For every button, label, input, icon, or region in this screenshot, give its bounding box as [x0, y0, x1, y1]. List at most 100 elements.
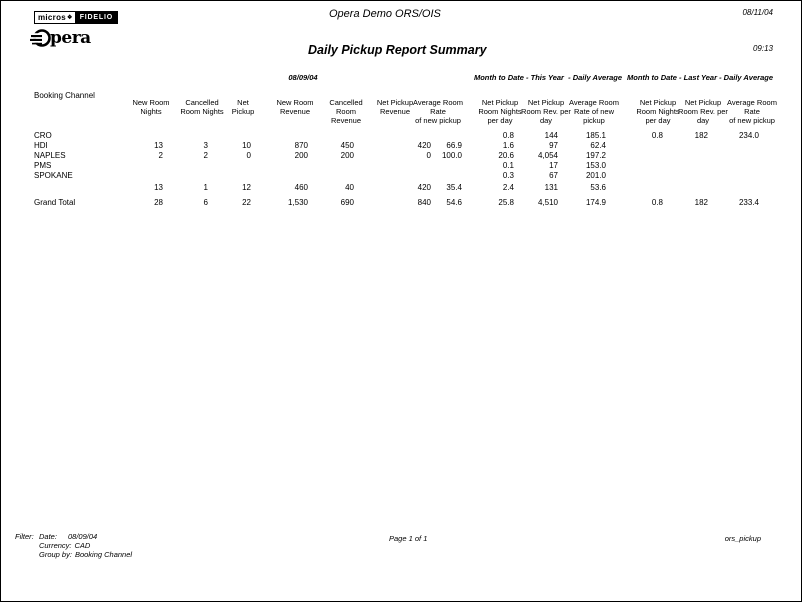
table-cell: 1,530 — [287, 198, 308, 207]
table-cell: 420 — [417, 183, 431, 192]
table-cell: 4,054 — [537, 151, 558, 160]
table-cell: 197.2 — [585, 151, 606, 160]
filter-date-label: Date: — [39, 532, 57, 541]
column-header: Net Pickup Room Rev. per day — [678, 98, 728, 125]
table-cell: 4,510 — [537, 198, 558, 207]
opera-o-icon — [30, 29, 51, 47]
column-header: New Room Revenue — [276, 98, 314, 116]
table-cell: 62.4 — [590, 141, 606, 150]
column-header: Cancelled Room Nights — [180, 98, 224, 116]
table-cell: 12 — [242, 183, 251, 192]
table-cell: 840 — [417, 198, 431, 207]
table-cell: 97 — [549, 141, 558, 150]
table-cell: 0.8 — [651, 198, 663, 207]
table-cell: 153.0 — [585, 161, 606, 170]
row-label: Grand Total — [34, 198, 76, 207]
table-cell: 2.4 — [502, 183, 514, 192]
row-label: CRO — [34, 131, 52, 140]
print-time: 09:13 — [752, 44, 773, 53]
column-header: Average Room Rate of new pickup — [569, 98, 619, 125]
table-cell: 2 — [158, 151, 163, 160]
filter-groupby-line: Group by: Booking Channel — [39, 550, 132, 559]
filter-groupby-value: Booking Channel — [74, 550, 133, 559]
table-cell: 6 — [203, 198, 208, 207]
table-cell: 0 — [426, 151, 431, 160]
row-label: HDI — [34, 141, 48, 150]
fidelio-logo-text: FIDELIO — [75, 11, 118, 24]
table-cell: 40 — [345, 183, 354, 192]
section-title: Month to Date - This Year - Daily Averag… — [473, 73, 623, 82]
diamond-icon: ❖ — [67, 15, 73, 21]
table-cell: 17 — [549, 161, 558, 170]
table-cell: 22 — [242, 198, 251, 207]
group-by-label: Booking Channel — [34, 91, 95, 100]
table-cell: 870 — [294, 141, 308, 150]
column-header: Net Pickup Revenue — [376, 98, 414, 116]
table-cell: 13 — [154, 141, 163, 150]
column-header: Average Room Rate of new pickup — [727, 98, 777, 125]
filter-date-line: Date: 08/09/04 — [39, 532, 97, 541]
table-cell: 185.1 — [585, 131, 606, 140]
row-label: NAPLES — [34, 151, 66, 160]
app-title: Opera Demo ORS/OIS — [329, 8, 441, 20]
report-title: Daily Pickup Report Summary — [308, 43, 487, 57]
table-cell: 182 — [694, 198, 708, 207]
table-cell: 54.6 — [446, 198, 462, 207]
filter-label: Filter: — [15, 532, 34, 541]
table-cell: 28 — [154, 198, 163, 207]
table-cell: 420 — [417, 141, 431, 150]
table-cell: 0.8 — [651, 131, 663, 140]
column-header: Net Pickup — [231, 98, 255, 116]
table-cell: 690 — [340, 198, 354, 207]
table-cell: 0.8 — [502, 131, 514, 140]
section-title: Month to Date - Last Year - Daily Averag… — [626, 73, 773, 82]
table-cell: 200 — [340, 151, 354, 160]
filter-date-value: 08/09/04 — [68, 532, 98, 541]
section-title: 08/09/04 — [288, 73, 318, 82]
table-cell: 233.4 — [738, 198, 759, 207]
table-cell: 1 — [203, 183, 208, 192]
micros-fidelio-logo: micros ❖ FIDELIO — [34, 11, 118, 24]
row-label: SPOKANE — [34, 171, 73, 180]
print-date: 08/11/04 — [742, 8, 773, 17]
table-cell: 0.1 — [502, 161, 514, 170]
table-cell: 1.6 — [502, 141, 514, 150]
filter-groupby-label: Group by: — [39, 550, 72, 559]
column-header: Cancelled Room Revenue — [329, 98, 363, 125]
table-cell: 3 — [203, 141, 208, 150]
filter-currency-line: Currency: CAD — [39, 541, 90, 550]
table-cell: 131 — [544, 183, 558, 192]
column-header: Net Pickup Room Rev. per day — [521, 98, 571, 125]
column-header: New Room Nights — [132, 98, 170, 116]
table-cell: 66.9 — [446, 141, 462, 150]
table-cell: 144 — [544, 131, 558, 140]
report-code: ors_pickup — [724, 534, 761, 543]
table-cell: 13 — [154, 183, 163, 192]
table-cell: 174.9 — [585, 198, 606, 207]
table-cell: 100.0 — [441, 151, 462, 160]
page-number: Page 1 of 1 — [389, 534, 428, 543]
table-cell: 25.8 — [498, 198, 514, 207]
table-cell: 200 — [294, 151, 308, 160]
table-cell: 460 — [294, 183, 308, 192]
column-header: Net Pickup Room Nights per day — [636, 98, 680, 125]
table-cell: 0.3 — [502, 171, 514, 180]
table-cell: 2 — [203, 151, 208, 160]
table-cell: 0 — [246, 151, 251, 160]
table-cell: 20.6 — [498, 151, 514, 160]
table-cell: 35.4 — [446, 183, 462, 192]
table-cell: 182 — [694, 131, 708, 140]
table-cell: 10 — [242, 141, 251, 150]
table-cell: 53.6 — [590, 183, 606, 192]
column-header: Average Room Rate of new pickup — [413, 98, 463, 125]
table-cell: 234.0 — [738, 131, 759, 140]
opera-logo: pera — [30, 27, 91, 49]
opera-logo-text: pera — [50, 28, 91, 48]
filter-currency-label: Currency: — [39, 541, 72, 550]
table-cell: 201.0 — [585, 171, 606, 180]
filter-currency-value: CAD — [74, 541, 91, 550]
table-cell: 450 — [340, 141, 354, 150]
table-cell: 67 — [549, 171, 558, 180]
column-header: Net Pickup Room Nights per day — [478, 98, 522, 125]
